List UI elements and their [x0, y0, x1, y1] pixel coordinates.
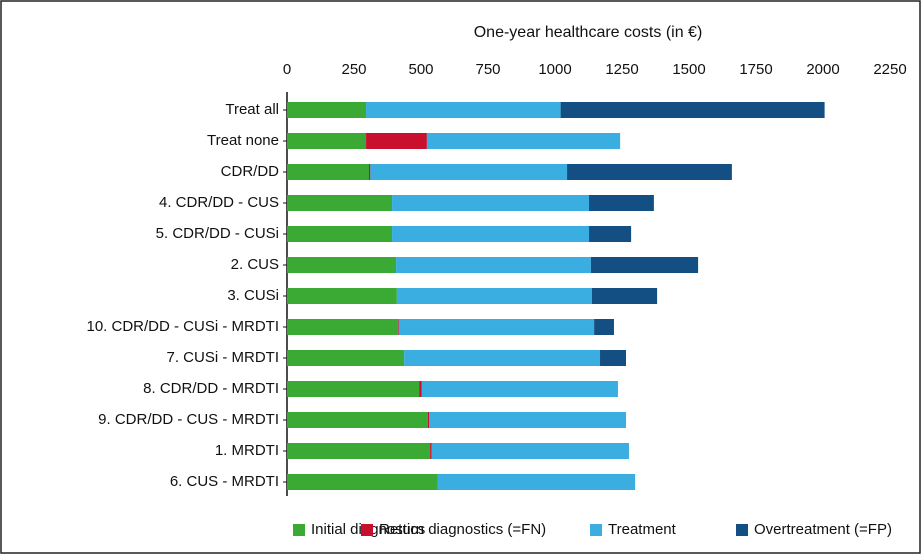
bar-segment [600, 350, 627, 366]
x-tick-label: 2250 [873, 61, 906, 78]
legend-swatch [590, 524, 602, 536]
bar-segment [589, 195, 654, 211]
y-tick-label: 10. CDR/DD - CUSi - MRDTI [86, 318, 279, 335]
bar-segment [567, 164, 732, 180]
bar-segment [287, 257, 397, 273]
bar-segment [366, 102, 561, 118]
bar-segment [287, 319, 398, 335]
y-tick-label: Treat all [225, 101, 279, 118]
bar-segment [366, 133, 427, 149]
x-tick-label: 250 [341, 61, 366, 78]
bar-segment [396, 288, 592, 304]
legend-swatch [736, 524, 748, 536]
x-tick-label: 500 [408, 61, 433, 78]
legend-label: Treatment [608, 521, 677, 538]
x-tick-label: 2000 [806, 61, 839, 78]
x-tick-label: 1750 [739, 61, 772, 78]
bar-segment [396, 257, 591, 273]
legend-label: Overtreatment (=FP) [754, 521, 892, 538]
y-tick-label: Treat none [207, 132, 279, 149]
y-tick-label: 9. CDR/DD - CUS - MRDTI [98, 411, 279, 428]
y-tick-label: 8. CDR/DD - MRDTI [143, 380, 279, 397]
bar-segment [287, 443, 431, 459]
y-tick-label: CDR/DD [221, 163, 279, 180]
bar-segment [287, 288, 397, 304]
y-tick-label: 7. CUSi - MRDTI [167, 349, 280, 366]
bar-segment [404, 350, 601, 366]
bar-segment [392, 195, 590, 211]
bar-segment [560, 102, 825, 118]
bar-segment [287, 226, 393, 242]
bar-segment [426, 133, 621, 149]
x-tick-label: 1250 [605, 61, 638, 78]
bar-segment [287, 164, 370, 180]
bar-segment [590, 257, 699, 273]
bar-segment [427, 412, 430, 428]
bar-segment [421, 381, 618, 397]
y-tick-label: 3. CUSi [227, 287, 279, 304]
bar-segment [437, 474, 636, 490]
bar-segment [287, 195, 393, 211]
bar-segment [287, 474, 438, 490]
bar-segment [429, 412, 627, 428]
bar-segment [594, 319, 614, 335]
bar-segment [370, 164, 568, 180]
chart-title: One-year healthcare costs (in €) [474, 24, 703, 41]
bar-segment [287, 412, 428, 428]
y-tick-label: 6. CUS - MRDTI [170, 473, 279, 490]
bar-segment [287, 102, 367, 118]
bar-segment [287, 133, 367, 149]
bar-segment [397, 319, 399, 335]
bar-segment [398, 319, 595, 335]
bar-segment [591, 288, 658, 304]
x-tick-label: 1500 [672, 61, 705, 78]
bar-segment [419, 381, 422, 397]
x-tick-label: 1000 [538, 61, 571, 78]
bar-segment [369, 164, 371, 180]
bar-segment [430, 443, 432, 459]
y-tick-label: 1. MRDTI [215, 442, 279, 459]
legend-swatch [293, 524, 305, 536]
legend-swatch [361, 524, 373, 536]
x-tick-label: 750 [475, 61, 500, 78]
bar-segment [287, 381, 420, 397]
bar-segment [589, 226, 632, 242]
y-tick-label: 5. CDR/DD - CUSi [156, 225, 279, 242]
y-tick-label: 2. CUS [231, 256, 279, 273]
x-tick-label: 0 [283, 61, 291, 78]
bar-segment [287, 350, 405, 366]
bar-segment [431, 443, 629, 459]
legend-label: Return diagnostics (=FN) [379, 521, 546, 538]
bar-segment [392, 226, 590, 242]
y-tick-label: 4. CDR/DD - CUS [159, 194, 279, 211]
